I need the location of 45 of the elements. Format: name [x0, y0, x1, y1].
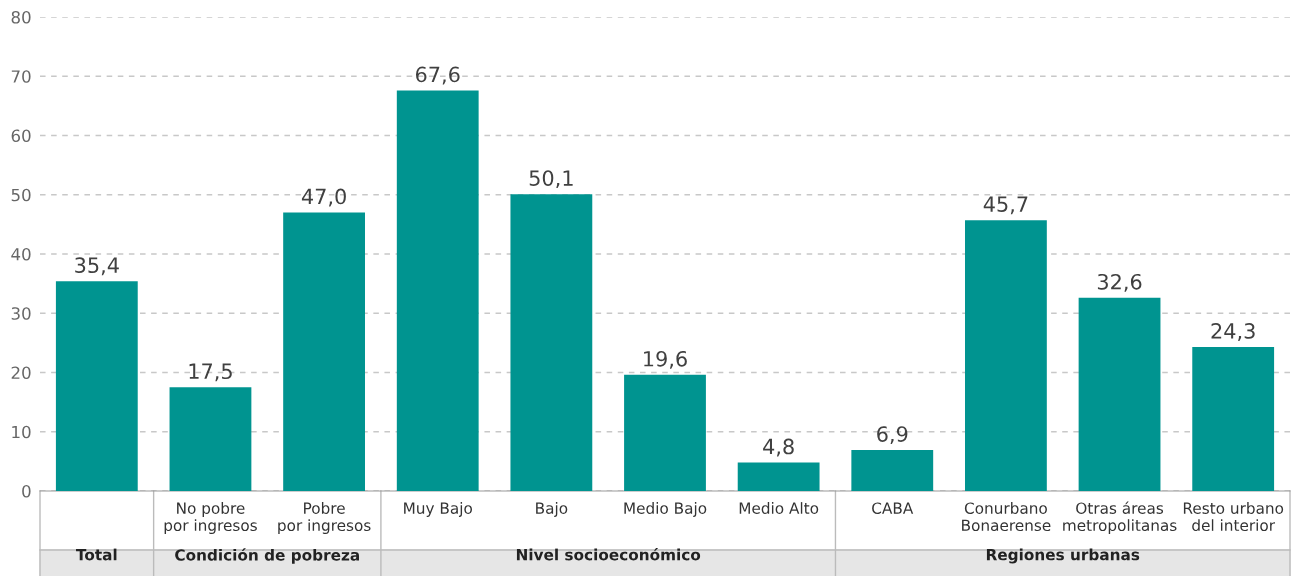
bar	[396, 90, 479, 491]
y-tick-label: 70	[11, 70, 31, 83]
bar	[169, 387, 252, 491]
data-label: 24,3	[1211, 323, 1255, 341]
bar	[55, 281, 138, 491]
y-tick-label: 10	[12, 425, 31, 439]
text: Nivel socioeconómico	[516, 548, 701, 561]
data-label: 50,1	[529, 170, 573, 189]
x-tick-label: Medio Alto	[739, 502, 819, 514]
text: Total	[76, 548, 117, 561]
bar	[1192, 347, 1275, 491]
data-label: 6,9	[877, 426, 908, 445]
text: Condición de pobreza	[175, 548, 359, 564]
x-tick-label: Muy Bajo	[404, 502, 472, 517]
y-tick-label: 60	[11, 129, 31, 143]
x-tick-label: Medio Bajo	[624, 502, 707, 517]
bar	[624, 374, 706, 491]
data-label: 35,4	[75, 257, 119, 276]
x-tick-label: No pobre por ingresos	[164, 502, 257, 534]
y-tick-label: 40	[11, 247, 31, 261]
bar	[851, 450, 934, 491]
data-label: 32,6	[1097, 273, 1142, 292]
y-tick-label: 20	[11, 366, 31, 380]
data-label: 47,0	[301, 188, 346, 207]
bar	[965, 220, 1047, 491]
text: Regiones urbanas	[986, 548, 1140, 564]
bar	[1078, 297, 1161, 491]
data-label: 4,8	[763, 438, 794, 457]
x-tick-label: CABA	[872, 502, 914, 514]
x-tick-label: Otras áreas metropolitanas	[1063, 501, 1177, 534]
x-tick-label: Conurbano Bonaerense	[962, 502, 1051, 532]
data-label: 19,6	[644, 350, 687, 369]
y-tick-label: 0	[22, 484, 31, 498]
y-tick-label: 30	[11, 307, 31, 320]
data-label: 45,7	[983, 196, 1028, 215]
data-label: 17,5	[189, 363, 232, 382]
x-tick-label: Pobre por ingresos	[278, 502, 371, 534]
x-tick-label: Resto urbano del interior	[1183, 502, 1284, 532]
bar	[283, 212, 365, 491]
x-tick-label: Bajo	[536, 502, 568, 517]
y-tick-label: 80	[11, 10, 31, 24]
data-label: 67,6	[415, 66, 460, 85]
bar	[510, 194, 593, 491]
y-tick-label: 50	[11, 188, 31, 202]
bar	[737, 462, 820, 491]
